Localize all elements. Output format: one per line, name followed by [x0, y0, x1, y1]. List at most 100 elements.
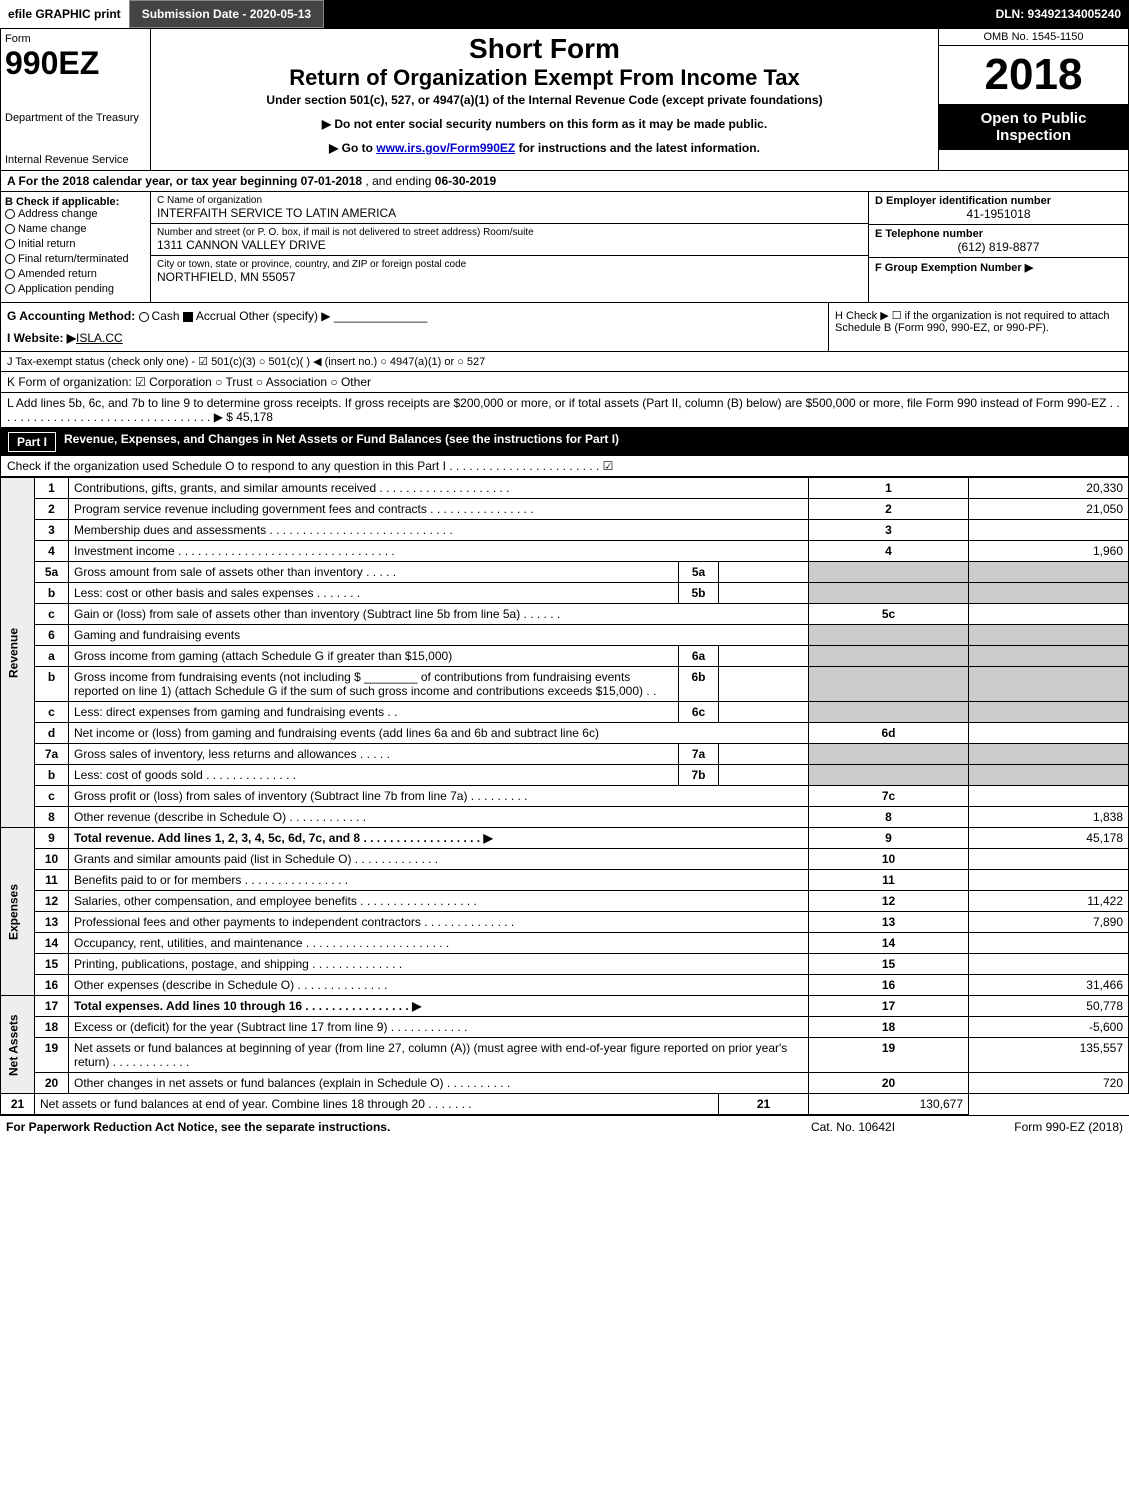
- side-revenue: Revenue: [1, 478, 35, 828]
- city: NORTHFIELD, MN 55057: [157, 270, 862, 284]
- line-num: 21: [1, 1094, 35, 1115]
- col-b-checkboxes: B Check if applicable: Address change Na…: [1, 192, 151, 302]
- line-rnum-shade: [809, 744, 969, 765]
- line-val: 7,890: [969, 912, 1129, 933]
- inner-val: [719, 646, 809, 667]
- line-desc: Investment income . . . . . . . . . . . …: [69, 541, 809, 562]
- line-val: 130,677: [809, 1094, 969, 1115]
- line-rnum: 18: [809, 1017, 969, 1038]
- inner-num: 5b: [679, 583, 719, 604]
- department-label: Department of the Treasury: [5, 112, 146, 124]
- line-rnum: 20: [809, 1073, 969, 1094]
- line-rnum: 11: [809, 870, 969, 891]
- line-num: c: [35, 786, 69, 807]
- line-rnum: 14: [809, 933, 969, 954]
- line-rnum: 17: [809, 996, 969, 1017]
- line-val: [969, 786, 1129, 807]
- line-val: 45,178: [969, 828, 1129, 849]
- line-num: 17: [35, 996, 69, 1017]
- line-val: 31,466: [969, 975, 1129, 996]
- form-ref: Form 990-EZ (2018): [943, 1120, 1123, 1134]
- line-desc: Contributions, gifts, grants, and simila…: [69, 478, 809, 499]
- inner-val: [719, 583, 809, 604]
- line-val: 11,422: [969, 891, 1129, 912]
- street: 1311 CANNON VALLEY DRIVE: [157, 238, 862, 252]
- line-rnum: 16: [809, 975, 969, 996]
- line-num: 11: [35, 870, 69, 891]
- line-desc: Excess or (deficit) for the year (Subtra…: [69, 1017, 809, 1038]
- chk-pending: Application pending: [18, 283, 114, 295]
- line-desc: Salaries, other compensation, and employ…: [69, 891, 809, 912]
- inner-val: [719, 667, 809, 702]
- line-desc: Gaming and fundraising events: [69, 625, 809, 646]
- line-rnum: 15: [809, 954, 969, 975]
- line-rnum: 13: [809, 912, 969, 933]
- omb-number: OMB No. 1545-1150: [939, 29, 1128, 46]
- line-val: [969, 520, 1129, 541]
- line-desc: Professional fees and other payments to …: [69, 912, 809, 933]
- line-val: [969, 604, 1129, 625]
- line-desc: Total expenses. Add lines 10 through 16 …: [69, 996, 809, 1017]
- chk-final: Final return/terminated: [18, 253, 129, 265]
- line-desc: Gross income from gaming (attach Schedul…: [69, 646, 679, 667]
- line-num: 4: [35, 541, 69, 562]
- line-g-h: G Accounting Method: Cash Accrual Other …: [0, 303, 1129, 352]
- line-rnum: 10: [809, 849, 969, 870]
- open-public: Open to Public Inspection: [939, 104, 1128, 150]
- line-desc: Less: cost or other basis and sales expe…: [69, 583, 679, 604]
- line-rnum-shade: [809, 667, 969, 702]
- line-desc: Less: cost of goods sold . . . . . . . .…: [69, 765, 679, 786]
- line-desc: Occupancy, rent, utilities, and maintena…: [69, 933, 809, 954]
- chk-initial: Initial return: [18, 238, 75, 250]
- org-info-block: B Check if applicable: Address change Na…: [0, 192, 1129, 303]
- form-number: 990EZ: [5, 45, 146, 82]
- line-a: A For the 2018 calendar year, or tax yea…: [0, 171, 1129, 192]
- line-val: 50,778: [969, 996, 1129, 1017]
- line-num: 8: [35, 807, 69, 828]
- line-k: K Form of organization: ☑ Corporation ○ …: [0, 372, 1129, 393]
- col-b-title: B Check if applicable:: [5, 196, 146, 208]
- line-rnum: 19: [809, 1038, 969, 1073]
- line-rnum: 6d: [809, 723, 969, 744]
- form-word: Form: [5, 33, 146, 45]
- line-val-shade: [969, 646, 1129, 667]
- g-label: G Accounting Method:: [7, 309, 135, 323]
- inner-val: [719, 765, 809, 786]
- line-rnum-shade: [809, 562, 969, 583]
- line-num: c: [35, 702, 69, 723]
- inner-num: 6a: [679, 646, 719, 667]
- line-desc: Total revenue. Add lines 1, 2, 3, 4, 5c,…: [69, 828, 809, 849]
- line-val-shade: [969, 765, 1129, 786]
- efile-label: efile GRAPHIC print: [0, 0, 129, 28]
- irs-link[interactable]: www.irs.gov/Form990EZ: [376, 141, 515, 155]
- inner-val: [719, 744, 809, 765]
- col-d-ids: D Employer identification number 41-1951…: [868, 192, 1128, 302]
- inner-num: 6b: [679, 667, 719, 702]
- line-rnum: 12: [809, 891, 969, 912]
- line-desc: Membership dues and assessments . . . . …: [69, 520, 809, 541]
- ein: 41-1951018: [875, 207, 1122, 221]
- top-bar: efile GRAPHIC print Submission Date - 20…: [0, 0, 1129, 28]
- part-1-label: Part I: [8, 432, 56, 452]
- line-desc: Less: direct expenses from gaming and fu…: [69, 702, 679, 723]
- tax-year: 2018: [939, 46, 1128, 104]
- irs-label: Internal Revenue Service: [5, 154, 146, 166]
- line-desc: Grants and similar amounts paid (list in…: [69, 849, 809, 870]
- inner-num: 5a: [679, 562, 719, 583]
- line-rnum: 9: [809, 828, 969, 849]
- line-num: d: [35, 723, 69, 744]
- line-desc: Other changes in net assets or fund bala…: [69, 1073, 809, 1094]
- line-desc: Other revenue (describe in Schedule O) .…: [69, 807, 809, 828]
- line-rnum: 4: [809, 541, 969, 562]
- line-rnum-shade: [809, 583, 969, 604]
- col-c-org: C Name of organization INTERFAITH SERVIC…: [151, 192, 868, 302]
- subtitle: Under section 501(c), 527, or 4947(a)(1)…: [155, 93, 934, 107]
- line-h: H Check ▶ ☐ if the organization is not r…: [828, 303, 1128, 351]
- g-cash: Cash: [152, 309, 180, 323]
- line-val: 135,557: [969, 1038, 1129, 1073]
- line-num: 1: [35, 478, 69, 499]
- side-expenses: Expenses: [1, 828, 35, 996]
- line-num: 6: [35, 625, 69, 646]
- org-name-label: C Name of organization: [157, 195, 862, 206]
- short-form-title: Short Form: [155, 33, 934, 65]
